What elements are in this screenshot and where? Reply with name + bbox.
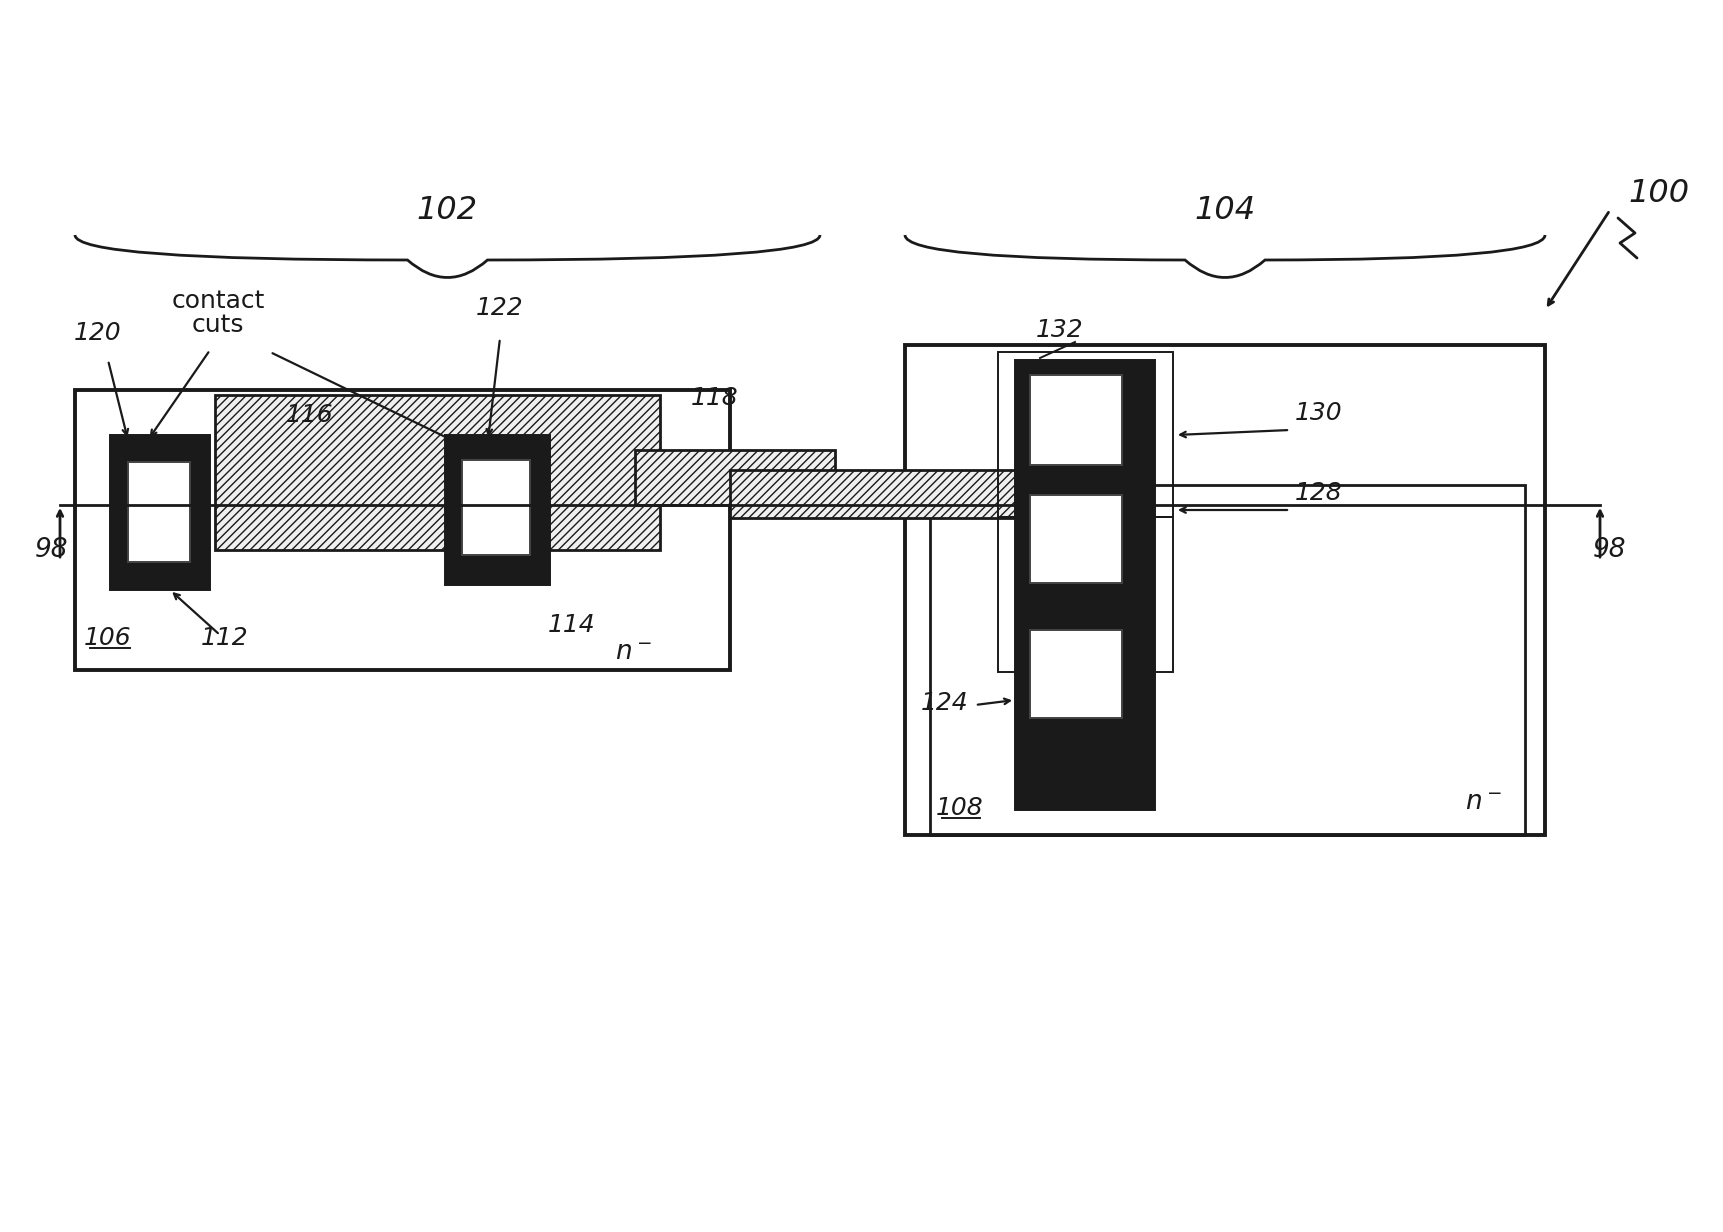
Bar <box>1029 630 1122 718</box>
Text: 130: 130 <box>1294 400 1342 425</box>
Text: contact: contact <box>171 290 265 313</box>
Text: 124: 124 <box>920 691 968 715</box>
Bar <box>929 485 1525 835</box>
Bar <box>729 469 1020 517</box>
Text: 126: 126 <box>1051 776 1098 800</box>
Bar <box>1029 375 1122 464</box>
Bar <box>215 395 660 549</box>
Bar <box>128 462 190 562</box>
Text: 118: 118 <box>691 386 739 410</box>
Text: 116: 116 <box>286 403 334 428</box>
Bar <box>110 435 210 590</box>
Text: 128: 128 <box>1294 480 1342 505</box>
Text: $n^-$: $n^-$ <box>615 639 651 665</box>
Text: 120: 120 <box>74 322 122 345</box>
Text: 98: 98 <box>1592 537 1627 563</box>
Text: 108: 108 <box>936 796 984 821</box>
Text: $n^-$: $n^-$ <box>1465 790 1501 816</box>
Bar <box>998 517 1172 671</box>
Text: 132: 132 <box>1036 318 1084 342</box>
Bar <box>445 435 550 585</box>
Text: 112: 112 <box>202 626 248 650</box>
Text: 104: 104 <box>1194 195 1254 225</box>
Text: 98: 98 <box>34 537 69 563</box>
Bar <box>1015 360 1154 809</box>
Bar <box>462 460 529 554</box>
Bar <box>905 345 1544 835</box>
Text: 114: 114 <box>548 614 594 637</box>
Text: 100: 100 <box>1627 177 1689 208</box>
Text: 106: 106 <box>84 626 131 650</box>
Bar <box>998 352 1172 517</box>
Bar <box>76 391 729 670</box>
Bar <box>1029 495 1122 583</box>
Bar <box>634 450 834 505</box>
Text: cuts: cuts <box>191 313 245 338</box>
Text: 102: 102 <box>417 195 477 225</box>
Text: 122: 122 <box>476 296 524 320</box>
